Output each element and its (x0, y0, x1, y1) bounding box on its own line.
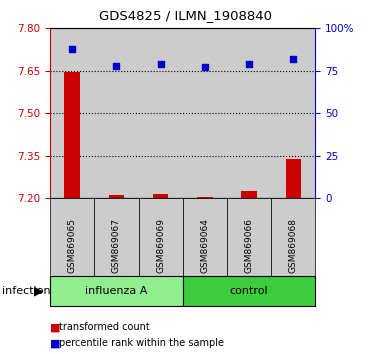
Text: ■: ■ (50, 322, 60, 332)
Text: GSM869064: GSM869064 (200, 218, 209, 273)
Point (69, 46, 75, 52)
Bar (183, 28, 227, 198)
Point (158, 61, 164, 67)
Text: control: control (230, 286, 268, 296)
Bar (271, 28, 315, 198)
Point (246, 61, 252, 67)
Text: percentile rank within the sample: percentile rank within the sample (59, 338, 224, 348)
Bar (153, 194, 168, 198)
Bar (227, 28, 271, 198)
Text: GDS4825 / ILMN_1908840: GDS4825 / ILMN_1908840 (99, 9, 272, 22)
Bar (286, 159, 301, 198)
Text: GSM869068: GSM869068 (289, 218, 298, 273)
Bar (65, 72, 80, 198)
Bar (109, 195, 124, 198)
Bar (241, 191, 257, 198)
Bar (138, 28, 183, 198)
Bar (94, 28, 138, 198)
Text: ■: ■ (50, 338, 60, 348)
Text: infection: infection (2, 286, 50, 296)
Bar (50, 28, 94, 198)
Point (290, 56, 296, 62)
Bar (197, 197, 213, 198)
Point (114, 63, 119, 69)
Text: GSM869067: GSM869067 (112, 218, 121, 273)
Text: transformed count: transformed count (59, 322, 150, 332)
Text: ▶: ▶ (34, 285, 44, 298)
Text: influenza A: influenza A (85, 286, 148, 296)
Point (202, 64, 208, 70)
Text: GSM869066: GSM869066 (244, 218, 253, 273)
Text: GSM869065: GSM869065 (68, 218, 77, 273)
Text: GSM869069: GSM869069 (156, 218, 165, 273)
